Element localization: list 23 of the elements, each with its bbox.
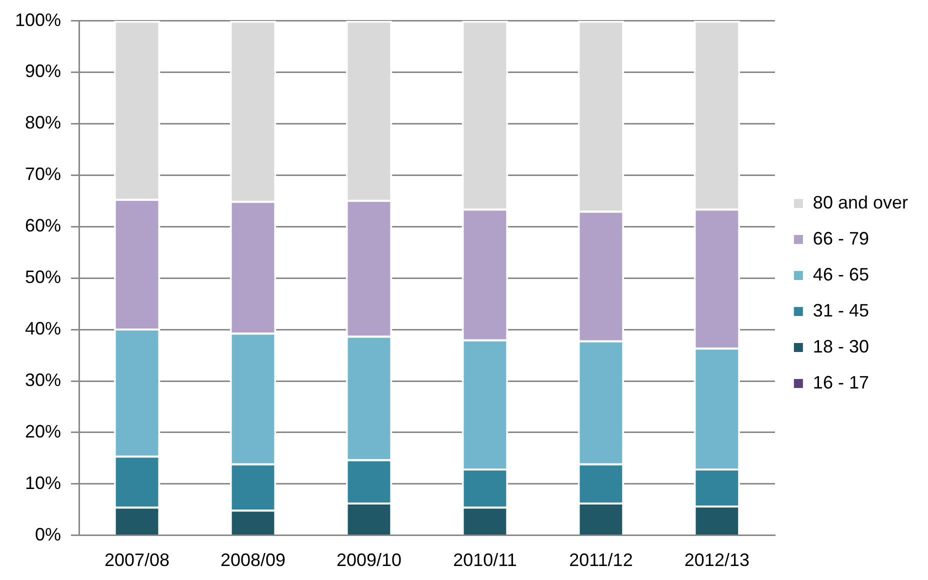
y-tick-label: 80% [25, 112, 62, 133]
legend-label: 18 - 30 [812, 336, 869, 356]
y-tick-label: 50% [25, 267, 62, 288]
y-tick-label: 0% [35, 524, 62, 544]
y-tick-label: 20% [25, 421, 62, 442]
x-tick-label: 2008/09 [220, 550, 286, 570]
legend-label: 31 - 45 [812, 300, 869, 320]
x-tick-label: 2010/11 [453, 550, 517, 570]
legend-label: 66 - 79 [812, 228, 869, 248]
legend-label: 46 - 65 [812, 264, 869, 284]
legend-label: 16 - 17 [812, 372, 869, 392]
x-tick-label: 2011/12 [569, 550, 633, 570]
x-tick-label: 2007/08 [104, 550, 170, 570]
legend-label: 80 and over [812, 192, 908, 212]
y-tick-label: 100% [14, 10, 62, 30]
y-tick-label: 90% [25, 61, 62, 82]
x-tick-label: 2012/13 [684, 550, 750, 570]
y-tick-label: 40% [25, 318, 62, 339]
y-tick-label: 10% [25, 472, 62, 493]
y-tick-label: 70% [25, 164, 62, 184]
y-tick-label: 30% [25, 370, 62, 390]
x-tick-label: 2009/10 [336, 550, 402, 570]
y-tick-label: 60% [25, 216, 62, 236]
